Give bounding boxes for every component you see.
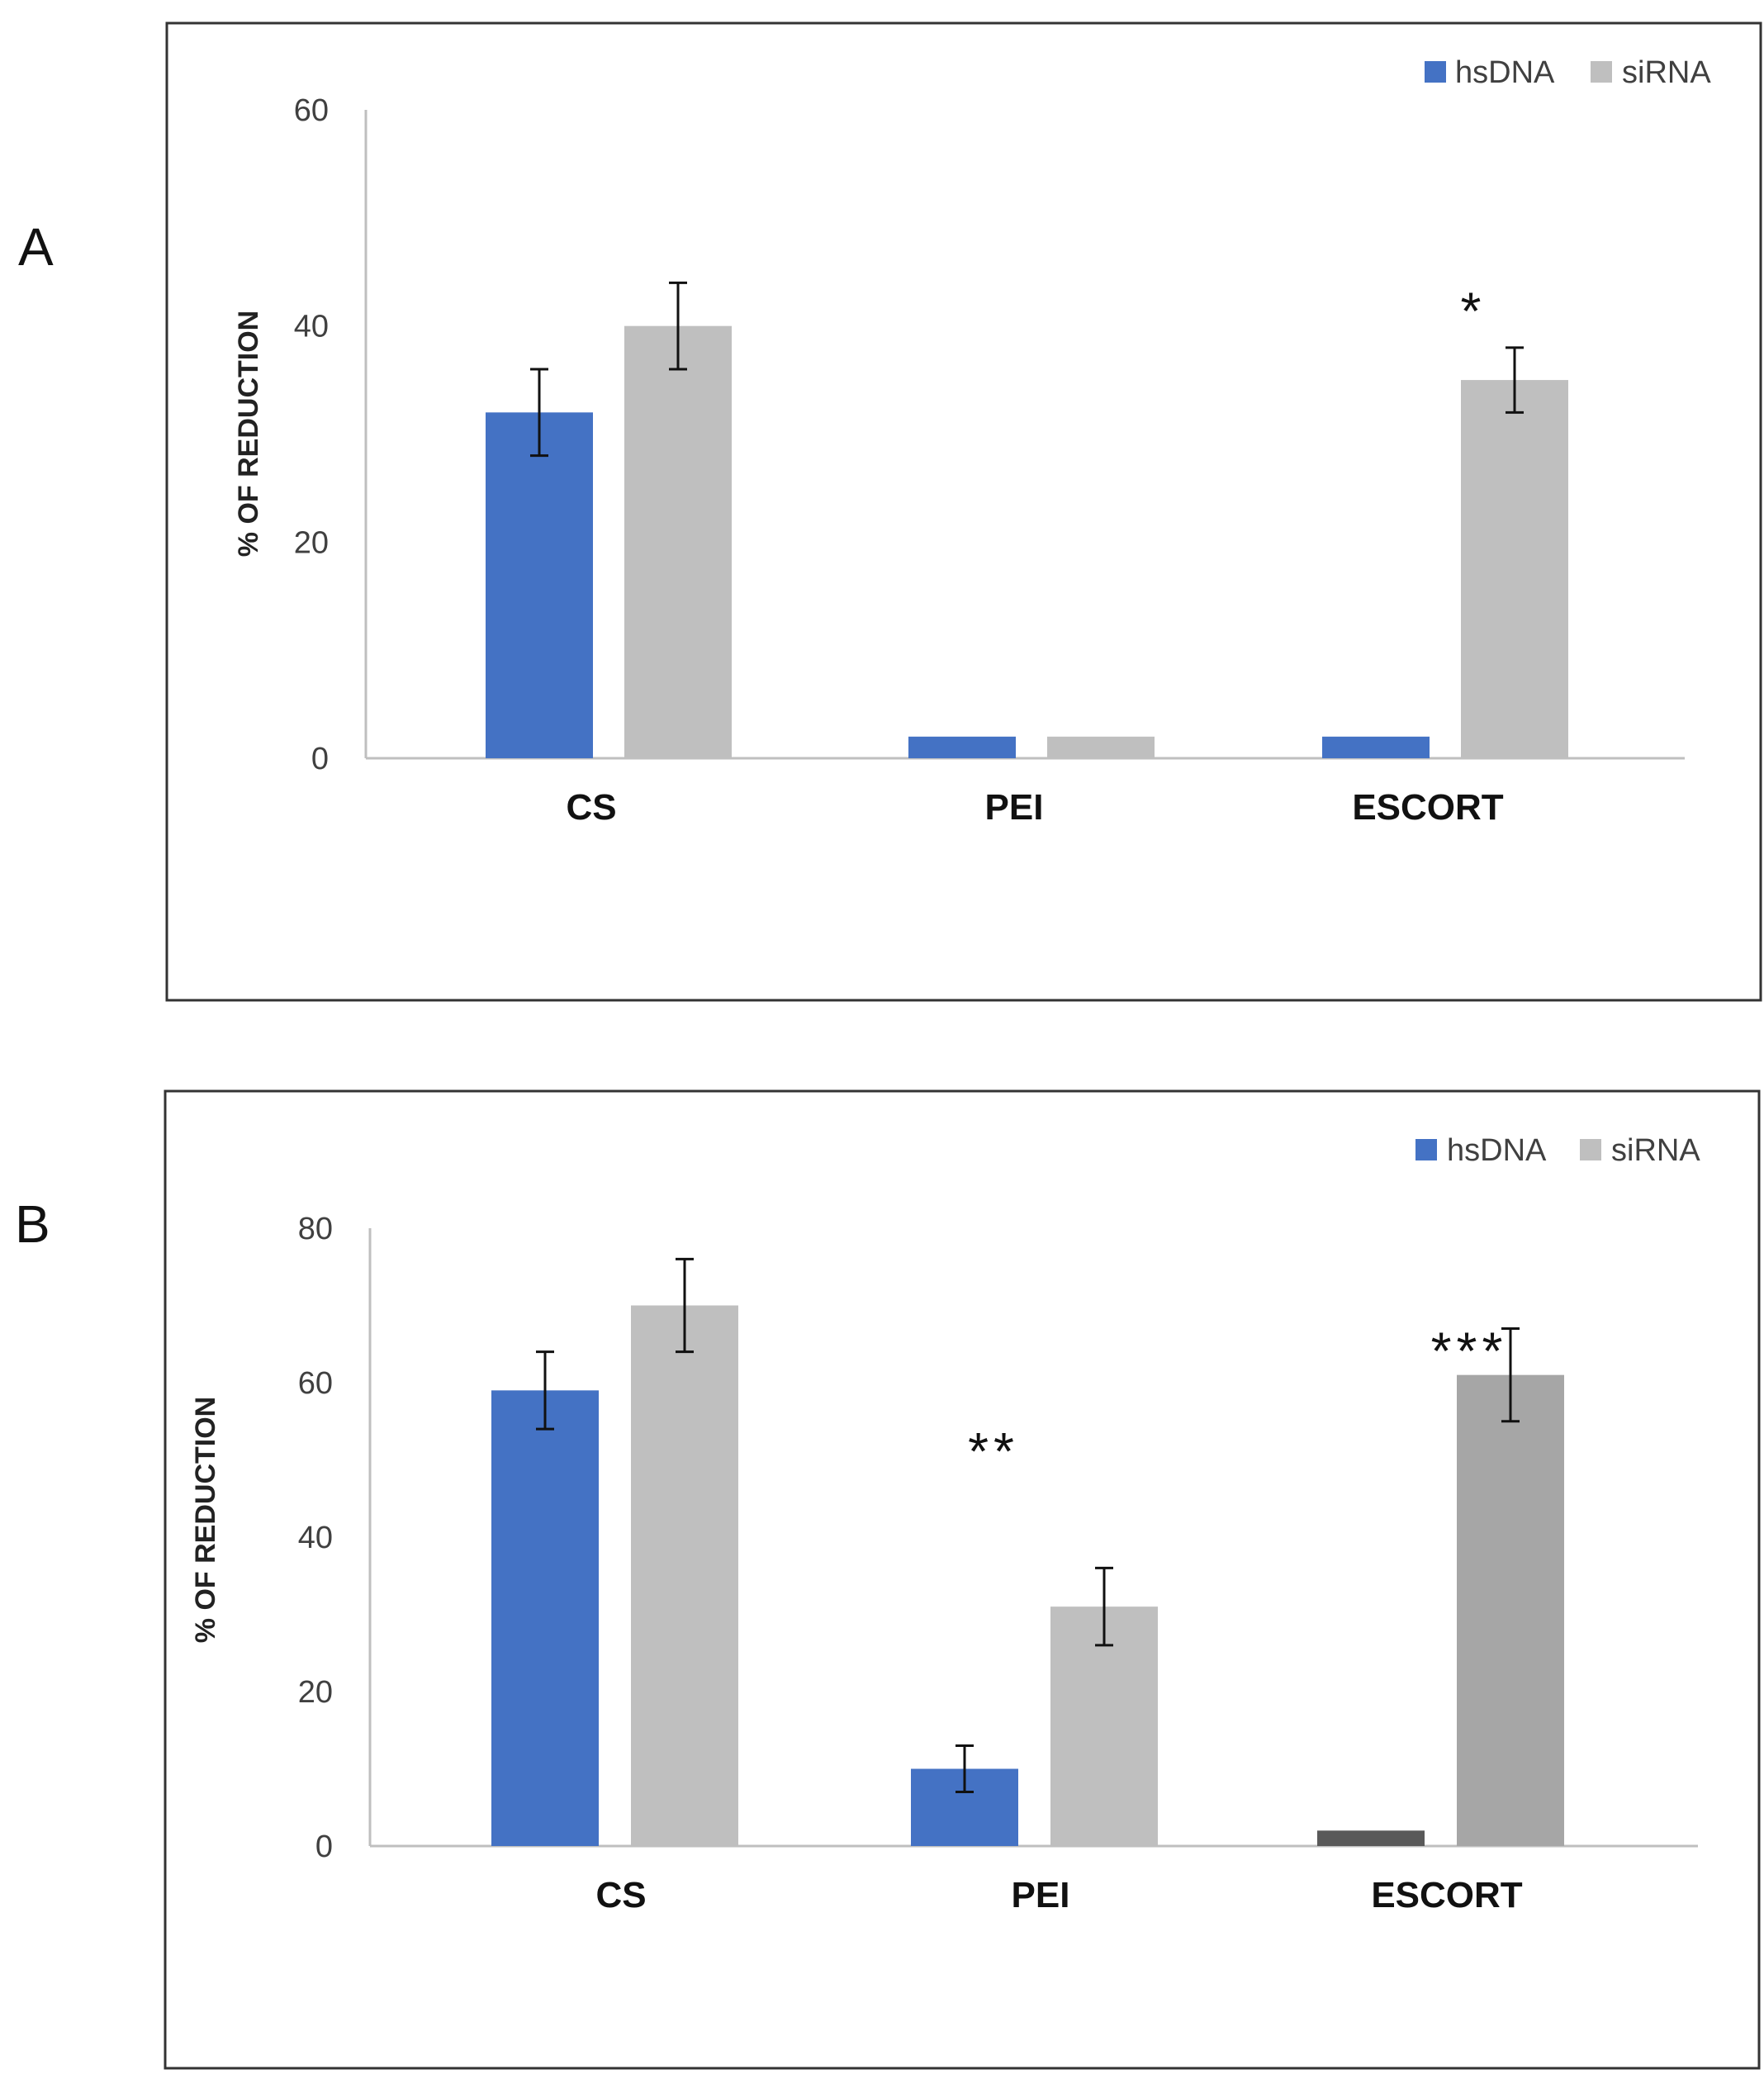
chart-frame-b (164, 1089, 1761, 2070)
bar-b-sirna-cs (631, 1305, 738, 1846)
chart-frame-a (165, 21, 1762, 1002)
bar-b-sirna-pei (1050, 1607, 1158, 1846)
error-bar-a-hsdna-cs (530, 368, 548, 458)
bar-b-hsdna-escort (1317, 1830, 1425, 1846)
bar-b-hsdna-cs (491, 1390, 599, 1846)
y-tick-label-b: 60 (298, 1366, 333, 1401)
bar-a-sirna-pei (1047, 736, 1155, 758)
panel-label-a: A (18, 217, 54, 277)
y-tick-label-b: 40 (298, 1521, 333, 1555)
legend-label-a-hsdna: hsDNA (1455, 55, 1555, 90)
y-tick-label-a: 40 (294, 310, 329, 344)
legend-swatch-a-hsdna (1425, 61, 1446, 83)
significance-marker-a-1: * (1461, 282, 1487, 341)
legend-label-b-sirna: siRNA (1611, 1133, 1700, 1168)
x-tick-label-a-cs: CS (566, 787, 616, 828)
significance-marker-b-1: ** (968, 1421, 1019, 1481)
y-tick-label-a: 20 (294, 525, 329, 560)
x-tick-label-b-pei: PEI (1012, 1875, 1070, 1915)
bar-a-hsdna-cs (486, 412, 593, 758)
error-bar-b-sirna-pei (1095, 1566, 1113, 1647)
x-tick-label-a-escort: ESCORT (1352, 787, 1503, 828)
bar-a-hsdna-escort (1322, 736, 1430, 758)
legend-swatch-a-sirna (1591, 61, 1612, 83)
bar-a-sirna-escort (1461, 380, 1568, 758)
y-axis-title-a: % OF REDUCTION (233, 311, 264, 557)
significance-marker-b-2: *** (1431, 1321, 1508, 1380)
error-bar-b-hsdna-pei (956, 1744, 974, 1794)
y-tick-label-b: 20 (298, 1675, 333, 1710)
legend-label-a-sirna: siRNA (1622, 55, 1711, 90)
y-tick-label-a: 0 (311, 742, 329, 776)
bar-a-hsdna-pei (908, 736, 1016, 758)
bar-a-sirna-cs (624, 325, 732, 759)
error-bar-a-sirna-escort (1506, 346, 1524, 414)
y-axis-title-b: % OF REDUCTION (190, 1397, 221, 1643)
x-tick-label-a-pei: PEI (985, 787, 1044, 828)
panel-label-b: B (15, 1194, 50, 1254)
x-tick-label-b-cs: CS (595, 1875, 646, 1915)
x-tick-label-b-escort: ESCORT (1371, 1875, 1522, 1915)
error-bar-b-sirna-cs (676, 1257, 694, 1354)
legend-swatch-b-sirna (1580, 1139, 1601, 1160)
y-tick-label-b: 0 (315, 1830, 333, 1864)
legend-swatch-b-hsdna (1415, 1139, 1437, 1160)
y-tick-label-b: 80 (298, 1212, 333, 1246)
error-bar-b-sirna-escort (1501, 1327, 1520, 1423)
error-bar-a-sirna-cs (669, 281, 687, 371)
error-bar-b-hsdna-cs (536, 1350, 554, 1431)
bar-b-sirna-escort (1457, 1374, 1564, 1846)
chart-panel-a: 0 20 40 60 % OF REDUCTION CS PEI ESCORT * hsDNA si… (165, 21, 1762, 1002)
y-tick-label-a: 60 (294, 93, 329, 128)
legend-label-b-hsdna: hsDNA (1447, 1133, 1547, 1168)
